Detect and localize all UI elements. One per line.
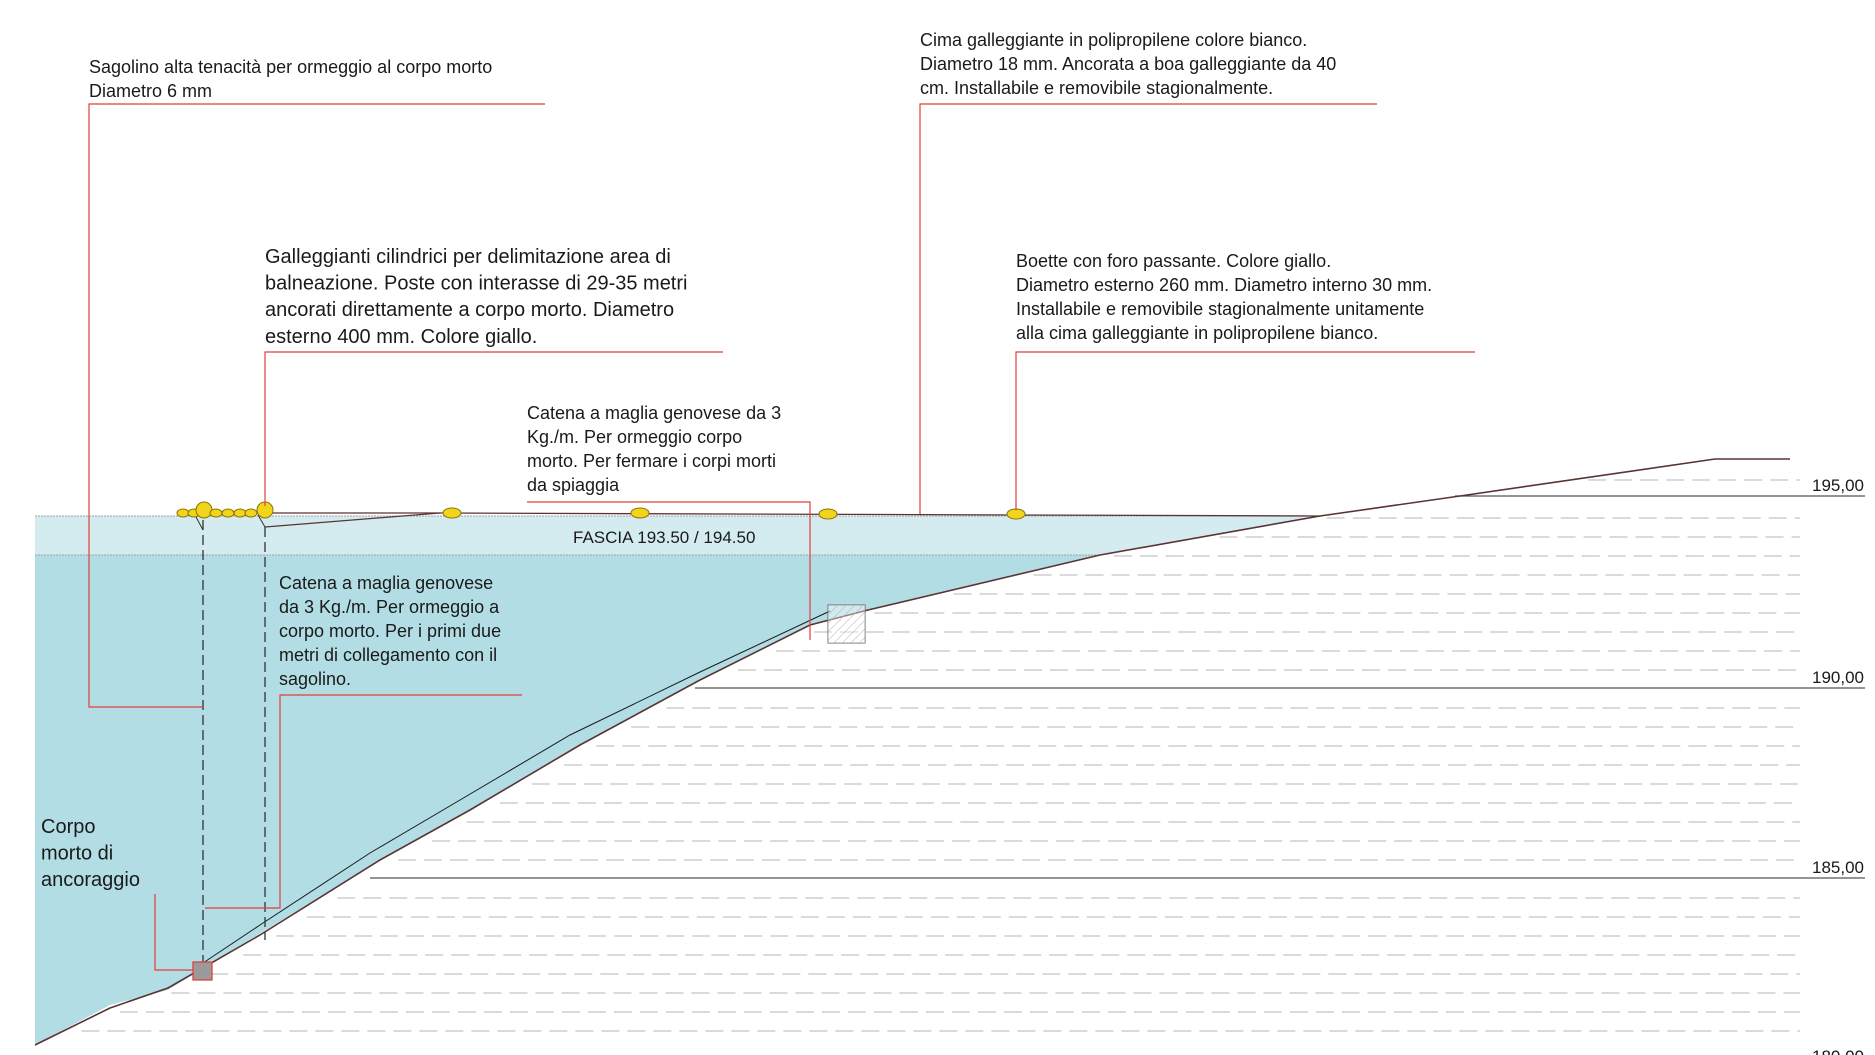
annotation-line: alla cima galleggiante in polipropilene …	[1016, 323, 1378, 343]
annotation-line: ancorati direttamente a corpo morto. Dia…	[265, 299, 674, 321]
annotation-line: metri di collegamento con il	[279, 645, 497, 665]
annotation-line: da 3 Kg./m. Per ormeggio a	[279, 597, 500, 617]
soil-strata-lines	[81, 479, 1800, 1032]
buoy-floats-group	[176, 501, 274, 519]
annotation-line: balneazione. Poste con interasse di 29-3…	[265, 273, 687, 295]
leader-corpo-morto	[154, 894, 193, 971]
annotation-line: morto di	[41, 843, 113, 865]
boette-floats	[442, 507, 1026, 520]
annotation-line: Diametro 6 mm	[89, 81, 212, 101]
water-deep-area	[35, 555, 1100, 1045]
leader-sagolino	[88, 103, 545, 708]
boetta-1	[442, 507, 462, 519]
catena-spiaggia-annotation: Catena a maglia genovese da 3 Kg./m. Per …	[527, 403, 781, 495]
boetta-4	[1006, 508, 1026, 520]
cima-annotation: Cima galleggiante in polipropilene color…	[920, 30, 1336, 98]
annotation-line: Kg./m. Per ormeggio corpo	[527, 427, 742, 447]
water-band-area	[35, 516, 1320, 555]
leader-boette	[1015, 351, 1475, 510]
boetta-2	[630, 507, 650, 519]
galleggianti-annotation: Galleggianti cilindrici per delimitazion…	[265, 246, 687, 348]
annotation-line: Boette con foro passante. Colore giallo.	[1016, 251, 1331, 271]
boetta-3	[818, 508, 838, 520]
annotation-line: esterno 400 mm. Colore giallo.	[265, 326, 537, 348]
corpo-morto-annotation: Corpo morto di ancoraggio	[41, 816, 140, 891]
float-tether-left	[194, 514, 204, 531]
annotation-line: Sagolino alta tenacità per ormeggio al c…	[89, 57, 492, 77]
annotation-line: Galleggianti cilindrici per delimitazion…	[265, 246, 671, 268]
annotation-line: da spiaggia	[527, 475, 620, 495]
elevation-label-190: 190,00	[1812, 668, 1864, 687]
dead-weight-anchor	[192, 961, 213, 981]
leader-catena-sagolino	[205, 694, 522, 909]
leader-catena-spiaggia	[527, 501, 811, 640]
annotation-line: ancoraggio	[41, 869, 140, 891]
band-label: FASCIA 193.50 / 194.50	[573, 528, 755, 547]
annotation-line: morto. Per fermare i corpi morti	[527, 451, 776, 471]
elevation-label-180: 180,00	[1812, 1047, 1864, 1055]
leader-galleggianti	[264, 351, 723, 506]
annotation-line: Diametro esterno 260 mm. Diametro intern…	[1016, 275, 1432, 295]
mooring-line-floats	[264, 512, 441, 528]
sagolino-annotation: Sagolino alta tenacità per ormeggio al c…	[89, 57, 492, 101]
annotation-line: sagolino.	[279, 669, 351, 689]
leader-cima	[919, 103, 1377, 514]
elevation-label-185: 185,00	[1812, 858, 1864, 877]
terrain-profile-offset	[199, 610, 831, 966]
annotation-line: Catena a maglia genovese	[279, 573, 493, 593]
float-tether-right	[257, 514, 266, 528]
annotation-line: Corpo	[41, 816, 95, 838]
annotation-line: Installabile e removibile stagionalmente…	[1016, 299, 1424, 319]
elevation-label-195: 195,00	[1812, 476, 1864, 495]
annotation-line: Cima galleggiante in polipropilene color…	[920, 30, 1307, 50]
boette-annotation: Boette con foro passante. Colore giallo.…	[1016, 251, 1432, 343]
beach-anchor-block	[827, 604, 866, 644]
annotation-line: Catena a maglia genovese da 3	[527, 403, 781, 423]
annotation-line: corpo morto. Per i primi due	[279, 621, 501, 641]
annotation-line: Diametro 18 mm. Ancorata a boa galleggia…	[920, 54, 1336, 74]
catena-sagolino-annotation: Catena a maglia genovese da 3 Kg./m. Per …	[279, 573, 501, 689]
leader-lines	[88, 103, 1475, 971]
annotation-line: cm. Installabile e removibile stagionalm…	[920, 78, 1273, 98]
